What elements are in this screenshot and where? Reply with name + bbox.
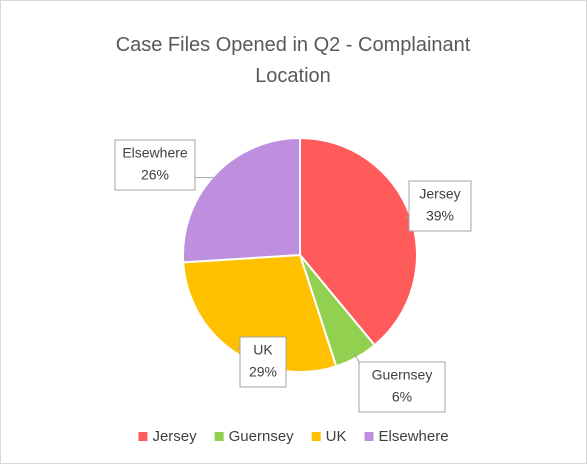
legend-swatch (311, 432, 321, 441)
label-box (408, 180, 472, 232)
legend-label: Guernsey (229, 428, 295, 445)
data-label-value: 39% (426, 208, 454, 224)
data-label-name: Jersey (419, 186, 460, 202)
label-box (358, 361, 446, 413)
legend-label: Elsewhere (379, 428, 449, 445)
label-box (239, 336, 287, 388)
data-label-value: 29% (249, 364, 277, 380)
pie-slice (182, 253, 338, 373)
legend-swatch (214, 432, 224, 441)
legend-swatch (364, 432, 374, 441)
data-label-value: 26% (141, 167, 169, 183)
legend-swatch (138, 432, 148, 441)
data-label-name: Elsewhere (122, 145, 188, 161)
leader-line (354, 353, 360, 363)
legend-label: Jersey (152, 428, 197, 445)
legend: Jersey Guernsey UK Elsewhere (138, 428, 449, 445)
data-label-value: 6% (392, 389, 412, 405)
pie-slice (182, 136, 301, 264)
data-label-name: Guernsey (372, 367, 433, 383)
chart-title: Case Files Opened in Q2 - Complainant Lo… (115, 34, 471, 87)
label-box (114, 139, 196, 191)
legend-label: UK (326, 428, 347, 445)
data-label-name: UK (253, 342, 273, 358)
